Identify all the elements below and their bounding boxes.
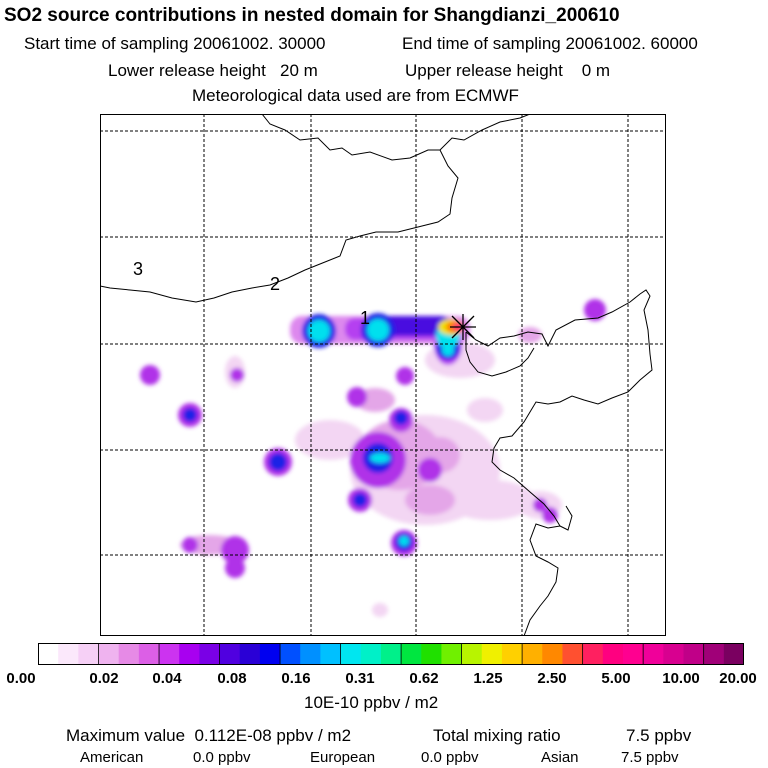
legend-tick: 10.00: [662, 670, 700, 687]
legend-swatch: [602, 643, 624, 665]
total-mixing-value: 7.5 ppbv: [626, 726, 692, 745]
legend-tick: 0.00: [6, 670, 36, 687]
legend-swatch: [441, 643, 462, 665]
legend-swatch: [118, 643, 140, 665]
legend-tick: 20.00: [719, 670, 757, 687]
legend-swatch: [360, 643, 382, 665]
legend-tick: 2.50: [537, 670, 567, 687]
legend-swatch: [703, 643, 725, 665]
legend-swatch: [501, 643, 523, 665]
legend-swatch: [219, 643, 241, 665]
legend-swatch: [98, 643, 119, 665]
legend-cells: [38, 643, 744, 665]
legend-swatch: [562, 643, 583, 665]
map-panel: 1 2 3: [100, 114, 666, 636]
legend-swatch: [38, 643, 59, 665]
upper-release-label: Upper release height 0 m: [405, 61, 611, 80]
legend-swatch: [320, 643, 341, 665]
contour-label-1: 1: [360, 308, 370, 328]
legend-swatch: [622, 643, 644, 665]
legend-swatch: [300, 643, 321, 665]
legend-swatch: [340, 643, 362, 665]
european-value: 0.0 ppbv: [421, 749, 479, 766]
asian-label: Asian: [541, 749, 579, 766]
legend-swatch: [663, 643, 684, 665]
total-mixing-label: Total mixing ratio: [433, 726, 561, 745]
legend-swatch: [522, 643, 543, 665]
legend-unit: 10E-10 ppbv / m2: [304, 693, 439, 712]
map-frame: [100, 114, 666, 636]
legend-swatch: [683, 643, 704, 665]
contour-label-2: 2: [270, 274, 280, 294]
legend-tick: 0.62: [409, 670, 439, 687]
legend-swatch: [723, 643, 744, 665]
legend-swatch: [582, 643, 604, 665]
legend-swatch: [421, 643, 442, 665]
legend-swatch: [199, 643, 220, 665]
legend-swatch: [239, 643, 261, 665]
legend-tick: 0.04: [152, 670, 182, 687]
coastlines: [100, 114, 653, 636]
legend-swatch: [461, 643, 483, 665]
legend-tick: 0.16: [281, 670, 311, 687]
american-value: 0.0 ppbv: [193, 749, 251, 766]
legend-swatch: [179, 643, 200, 665]
lower-release-label: Lower release height 20 m: [108, 61, 318, 80]
legend-swatch: [542, 643, 563, 665]
concentration-field: [140, 299, 606, 617]
legend-swatch: [401, 643, 422, 665]
legend-swatch: [643, 643, 664, 665]
legend-frame: [38, 643, 744, 665]
receptor-star-icon: [450, 314, 476, 340]
legend-swatch: [259, 643, 281, 665]
page-title: SO2 source contributions in nested domai…: [4, 5, 620, 26]
end-time-label: End time of sampling 20061002. 60000: [402, 34, 698, 53]
legend-tick: 1.25: [473, 670, 503, 687]
american-label: American: [80, 749, 144, 766]
legend-tick: 0.31: [345, 670, 375, 687]
asian-value: 7.5 ppbv: [621, 749, 679, 766]
legend-swatch: [481, 643, 503, 665]
map-background: [100, 114, 666, 636]
european-label: European: [310, 749, 376, 766]
start-time-label: Start time of sampling 20061002. 30000: [24, 34, 326, 53]
legend-tick: 0.08: [217, 670, 247, 687]
legend-swatch: [138, 643, 160, 665]
legend-swatch: [280, 643, 301, 665]
legend-swatch: [58, 643, 79, 665]
legend-tick: 0.02: [89, 670, 119, 687]
legend-tick: 5.00: [601, 670, 631, 687]
contour-label-3: 3: [133, 259, 143, 279]
legend-swatch: [78, 643, 99, 665]
legend-swatch: [380, 643, 402, 665]
legend-swatch: [159, 643, 180, 665]
maximum-value-label: Maximum value 0.112E-08 ppbv / m2: [66, 726, 352, 745]
color-legend: [38, 643, 744, 665]
graticule: [100, 114, 666, 636]
meteorological-label: Meteorological data used are from ECMWF: [192, 86, 519, 105]
